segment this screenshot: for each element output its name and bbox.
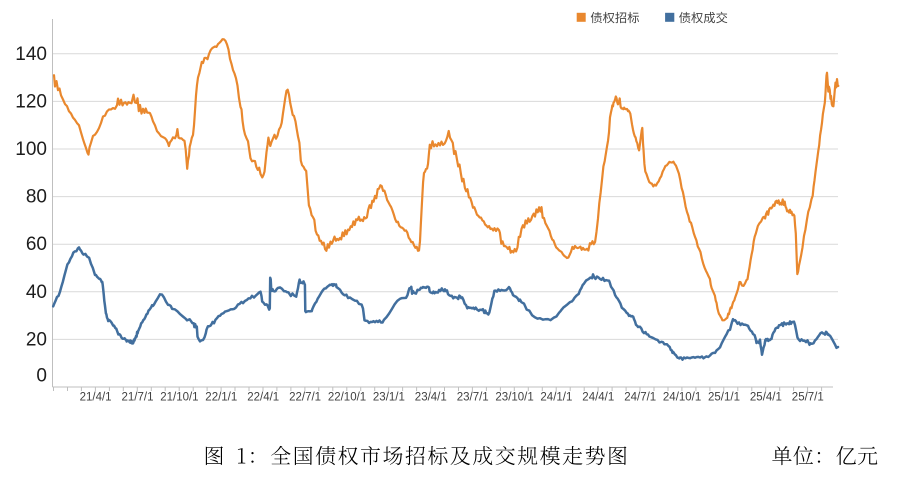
- svg-text:25/1/1: 25/1/1: [708, 392, 740, 404]
- svg-text:20: 20: [26, 329, 47, 350]
- svg-text:22/7/1: 22/7/1: [289, 392, 321, 404]
- svg-text:21/10/1: 21/10/1: [160, 392, 198, 404]
- svg-text:60: 60: [26, 234, 47, 255]
- svg-text:22/1/1: 22/1/1: [205, 392, 237, 404]
- svg-text:100: 100: [15, 139, 47, 160]
- svg-text:23/4/1: 23/4/1: [415, 392, 447, 404]
- svg-text:25/4/1: 25/4/1: [750, 392, 782, 404]
- svg-text:24/7/1: 24/7/1: [624, 392, 656, 404]
- svg-text:23/10/1: 23/10/1: [495, 392, 533, 404]
- svg-text:120: 120: [15, 91, 47, 112]
- svg-text:24/4/1: 24/4/1: [582, 392, 614, 404]
- svg-text:23/7/1: 23/7/1: [457, 392, 489, 404]
- svg-text:21/4/1: 21/4/1: [80, 392, 112, 404]
- svg-text:0: 0: [36, 365, 47, 386]
- svg-text:21/7/1: 21/7/1: [122, 392, 154, 404]
- svg-text:80: 80: [26, 187, 47, 208]
- svg-text:22/10/1: 22/10/1: [328, 392, 366, 404]
- svg-text:24/1/1: 24/1/1: [540, 392, 572, 404]
- svg-text:22/4/1: 22/4/1: [247, 392, 279, 404]
- svg-text:40: 40: [26, 282, 47, 303]
- svg-text:23/1/1: 23/1/1: [373, 392, 405, 404]
- svg-text:25/7/1: 25/7/1: [792, 392, 824, 404]
- svg-text:24/10/1: 24/10/1: [663, 392, 701, 404]
- svg-text:140: 140: [15, 44, 47, 65]
